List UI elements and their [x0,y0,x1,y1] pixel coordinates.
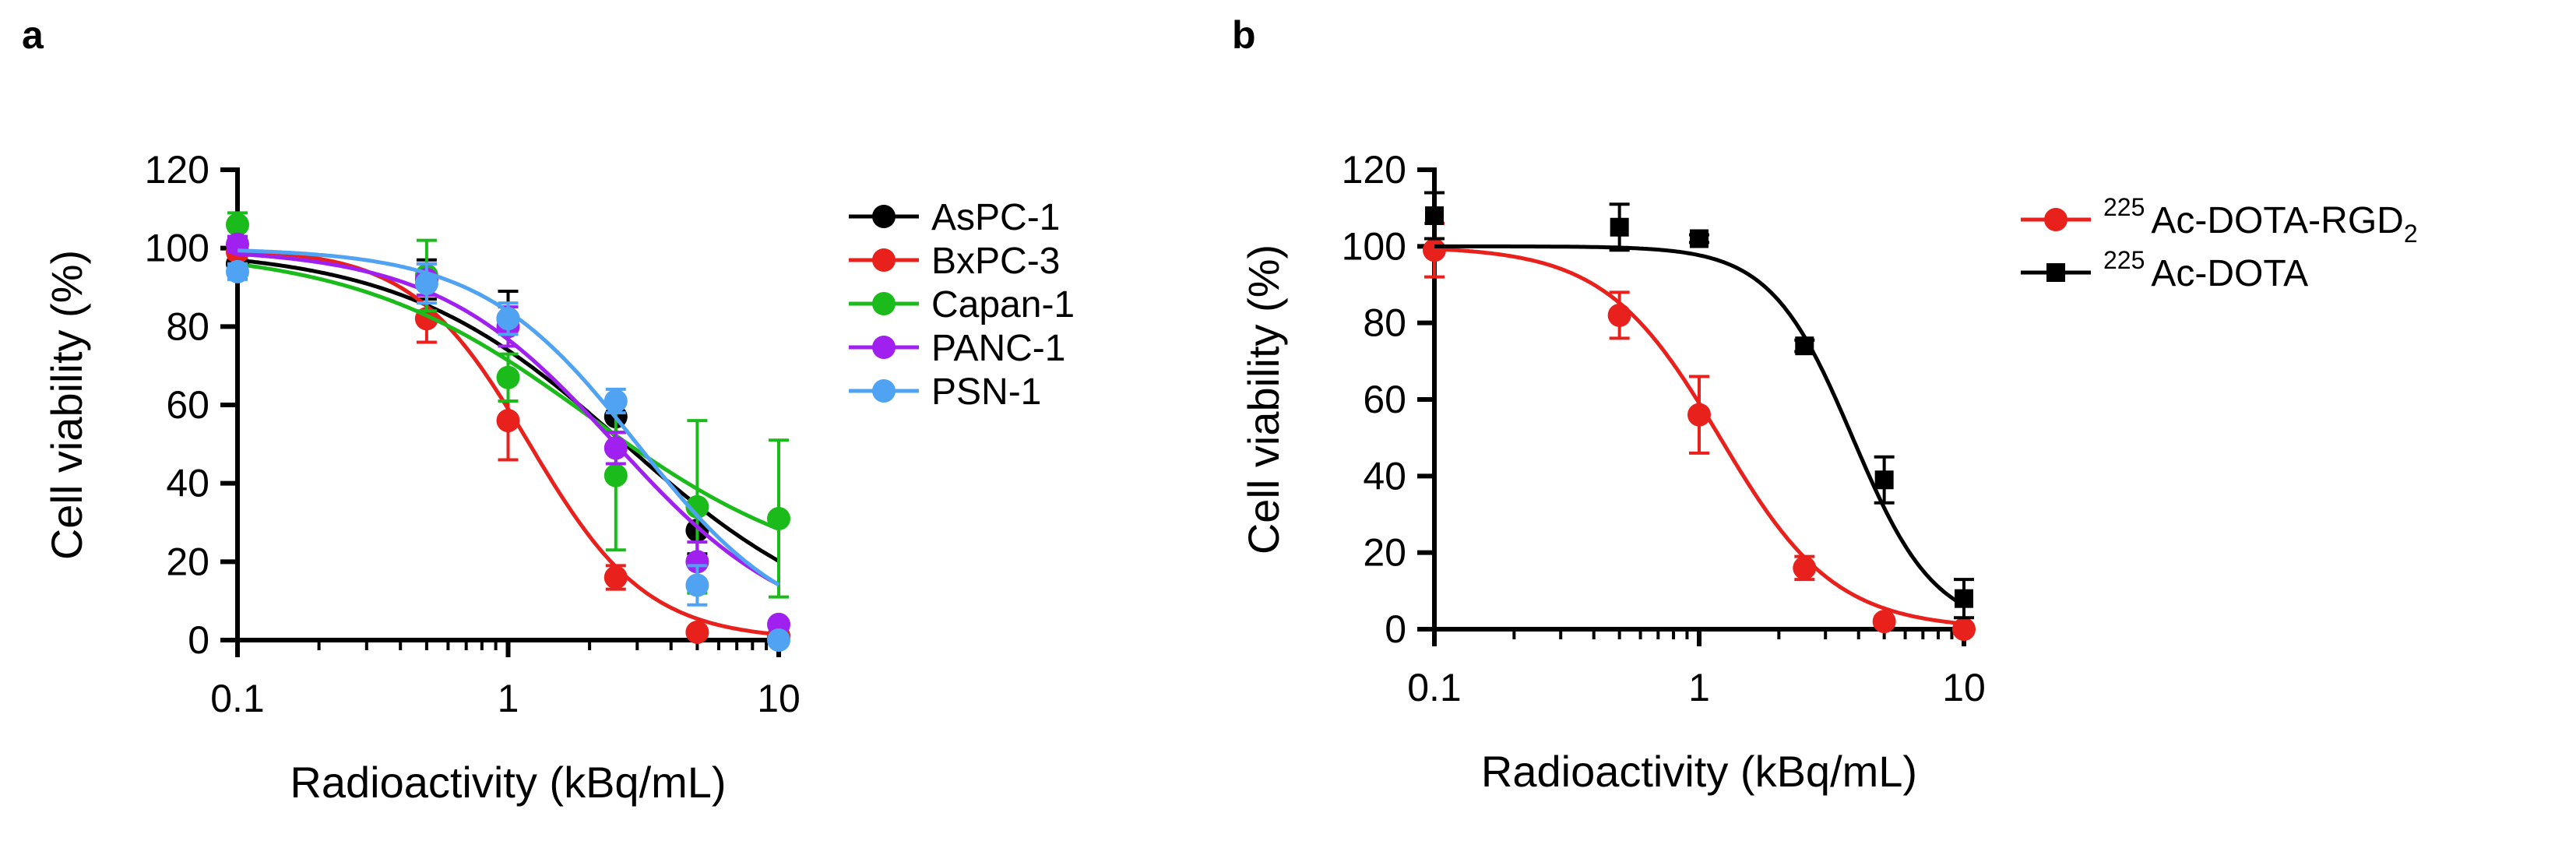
y-tick-label: 20 [166,540,209,583]
x-axis-label: Radioactivity (kBq/mL) [290,758,726,807]
y-tick-label: 80 [1363,301,1406,345]
legend-label-superscript: 225 [2103,246,2145,274]
y-tick-label: 60 [1363,378,1406,421]
legend-label: BxPC-3 [931,241,1060,282]
data-point [1423,238,1446,262]
y-tick-label: 40 [166,462,209,505]
legend-label-text: PANC-1 [931,328,1065,369]
x-axis-label: Radioactivity (kBq/mL) [1481,747,1917,796]
legend-label: 225 Ac-DOTA [2103,246,2308,294]
data-point [1955,589,1973,608]
legend-label-superscript: 225 [2103,193,2145,221]
x-tick-label: 0.1 [1407,666,1462,709]
legend-item: 225 Ac-DOTA-RGD2 [2021,193,2418,248]
legend-label: PSN-1 [931,371,1041,413]
legend-label-text: Ac-DOTA [2151,253,2308,294]
legend-marker [872,336,896,359]
x-tick-label: 0.1 [210,677,265,720]
chart-panel-b: b 0 20 40 60 80 100 120 0.1 1 10 Radioactivity (kBq… [1232,13,2418,796]
data-point [1610,217,1629,237]
data-point [226,213,249,237]
y-tick-label: 0 [1385,607,1406,651]
panel-label: b [1232,13,1256,57]
data-point [1874,470,1894,490]
y-axis-label: Cell viability (%) [1239,245,1288,554]
legend-label-text: Ac-DOTA-RGD [2151,200,2403,241]
data-point [767,628,790,652]
legend-item: BxPC-3 [849,241,1060,282]
fit-curve [237,258,780,563]
data-point [496,307,520,331]
legend-label: 225 Ac-DOTA-RGD2 [2103,193,2418,248]
y-tick-label: 120 [1342,148,1406,192]
fit-curve [1434,244,1965,607]
legend-label-subscript: 2 [2404,220,2418,248]
data-point [1687,403,1711,427]
y-tick-label: 20 [1363,531,1406,575]
y-axis-label: Cell viability (%) [42,250,91,560]
data-point [685,550,709,574]
legend-marker [872,205,896,228]
legend-marker [2044,208,2067,231]
legend-item: Capan-1 [849,284,1075,325]
data-point [496,365,520,389]
legend-marker [2046,263,2065,282]
legend-label-text: BxPC-3 [931,241,1060,282]
data-point [496,409,520,433]
legend-item: 225 Ac-DOTA [2021,246,2308,294]
legend-label: AsPC-1 [931,197,1060,238]
y-tick-label: 60 [166,383,209,427]
legend-label-text: Capan-1 [931,284,1075,325]
legend-item: AsPC-1 [849,197,1060,238]
x-tick-label: 1 [1688,666,1710,709]
data-point [604,565,628,589]
chart-panel-a: a 0 20 40 60 80 100 120 0.1 1 10 Radioactivity (kBq… [22,13,1075,807]
data-point [767,506,790,530]
panel-label: a [22,13,44,57]
y-tick-label: 40 [1363,454,1406,498]
legend-marker [872,292,896,315]
data-point [1690,229,1709,248]
legend-label-text: AsPC-1 [931,197,1060,238]
data-point [1872,610,1896,634]
data-point [414,271,438,295]
series-psn-1 [226,248,790,652]
data-point [1952,618,1976,641]
y-tick-label: 80 [166,304,209,348]
legend-marker [872,248,896,272]
data-point [685,573,709,597]
legend-label-text: PSN-1 [931,371,1041,413]
y-tick-label: 120 [145,148,209,192]
legend-marker [872,379,896,403]
data-point [604,436,628,460]
data-point [604,389,628,413]
x-tick-label: 10 [1942,666,1986,709]
data-point [1795,336,1814,356]
legend-item: PSN-1 [849,371,1041,413]
series-ac-dota [1424,191,1974,620]
y-tick-label: 100 [1342,224,1406,268]
legend-item: PANC-1 [849,328,1065,369]
legend-label: Capan-1 [931,284,1075,325]
legend-label: PANC-1 [931,328,1065,369]
data-point [685,620,709,644]
series-ac-dota-rgd [1423,221,1976,641]
data-point [685,494,709,519]
data-point [1793,556,1817,580]
x-tick-label: 10 [757,677,801,720]
data-point [1607,303,1631,327]
data-point [1425,206,1444,225]
y-tick-label: 0 [188,618,209,662]
data-point [226,259,249,283]
x-tick-label: 1 [498,677,519,720]
data-point [604,463,628,487]
y-tick-label: 100 [145,227,209,270]
